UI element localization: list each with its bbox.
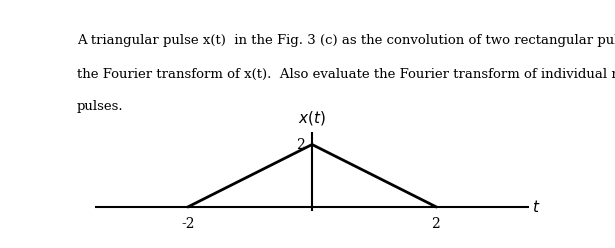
Text: A triangular pulse x(t)  in the Fig. 3 (c) as the convolution of two rectangular: A triangular pulse x(t) in the Fig. 3 (c…	[77, 33, 615, 47]
Text: $x(t)$: $x(t)$	[298, 109, 326, 127]
Text: -2: -2	[181, 217, 195, 231]
Text: 2: 2	[296, 138, 304, 152]
Text: the Fourier transform of x(t).  Also evaluate the Fourier transform of individua: the Fourier transform of x(t). Also eval…	[77, 68, 615, 81]
Text: $t$: $t$	[532, 199, 541, 215]
Text: 2: 2	[432, 217, 440, 231]
Text: pulses.: pulses.	[77, 100, 124, 113]
